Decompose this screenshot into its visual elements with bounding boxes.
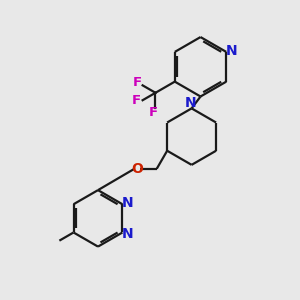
Text: N: N — [122, 196, 134, 210]
Text: N: N — [226, 44, 237, 58]
Text: F: F — [133, 76, 142, 89]
Text: N: N — [185, 96, 197, 110]
Text: F: F — [149, 106, 158, 119]
Text: F: F — [132, 94, 141, 107]
Text: N: N — [122, 227, 134, 241]
Text: O: O — [131, 162, 143, 176]
